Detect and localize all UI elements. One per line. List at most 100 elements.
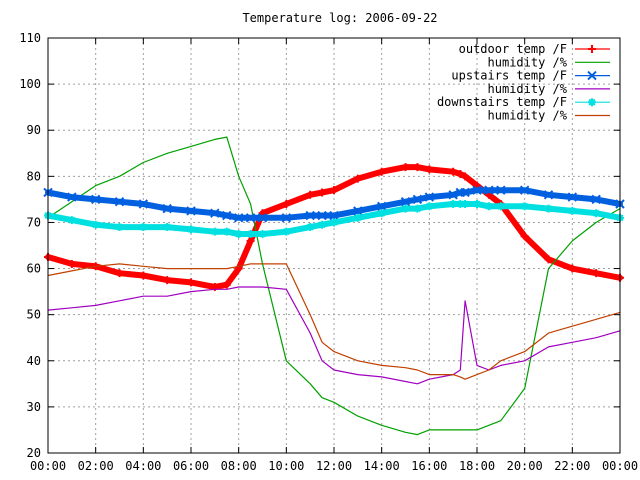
data-point — [401, 204, 410, 213]
data-point — [90, 194, 101, 205]
data-point — [377, 167, 386, 176]
series-2 — [47, 136, 621, 436]
data-point — [587, 70, 597, 81]
x-tick-label: 00:00 — [602, 459, 638, 473]
data-point — [588, 98, 596, 107]
data-point — [413, 204, 422, 213]
data-point — [588, 45, 596, 53]
data-point — [67, 216, 76, 225]
data-point — [115, 223, 124, 232]
data-point — [592, 209, 601, 218]
data-point — [139, 271, 148, 280]
data-point — [461, 172, 470, 181]
chart-title: Temperature log: 2006-09-22 — [242, 11, 437, 25]
data-point — [210, 227, 219, 236]
y-tick-label: 20 — [27, 446, 41, 460]
data-point — [115, 269, 124, 278]
series-6 — [47, 263, 621, 380]
data-point — [568, 206, 577, 215]
legend-label: humidity /% — [488, 82, 568, 96]
data-point — [282, 200, 291, 208]
data-point — [329, 210, 339, 221]
data-point — [460, 187, 470, 198]
data-point — [330, 186, 338, 195]
data-point — [162, 203, 172, 214]
data-point — [484, 202, 493, 211]
x-tick-label: 16:00 — [411, 459, 447, 473]
data-point — [282, 227, 291, 236]
data-point — [257, 213, 268, 223]
y-tick-label: 70 — [27, 215, 41, 229]
data-point — [353, 206, 363, 216]
data-point — [519, 185, 530, 195]
x-tick-label: 06:00 — [173, 459, 209, 473]
series-line — [47, 286, 621, 385]
x-tick-label: 04:00 — [125, 459, 161, 473]
data-point — [401, 163, 410, 172]
data-point — [222, 210, 232, 221]
data-point — [163, 223, 172, 232]
data-point — [318, 220, 327, 229]
data-point — [233, 213, 244, 223]
data-point — [305, 210, 315, 221]
data-point — [114, 196, 125, 207]
data-point — [281, 213, 292, 223]
series-5 — [44, 200, 624, 238]
data-point — [413, 163, 422, 172]
data-point — [186, 206, 196, 216]
series-line — [47, 136, 621, 436]
x-tick-label: 14:00 — [364, 459, 400, 473]
data-point — [353, 213, 362, 222]
data-point — [591, 194, 601, 205]
y-tick-label: 60 — [27, 262, 41, 276]
data-point — [400, 196, 411, 207]
data-point — [91, 220, 100, 229]
series-group — [43, 136, 625, 436]
data-point — [496, 185, 506, 195]
data-point — [330, 218, 338, 227]
data-point — [520, 202, 529, 211]
x-tick-label: 10:00 — [268, 459, 304, 473]
data-point — [67, 192, 77, 202]
data-point — [412, 194, 423, 205]
data-point — [461, 200, 470, 208]
data-point — [424, 192, 435, 202]
data-point — [456, 200, 465, 208]
data-point — [567, 192, 578, 202]
axes: 20 30 40 50 60 70 80 90 100 110 00:00 02:00 04:00 06:… — [19, 31, 638, 473]
x-tick-label: 12:00 — [316, 459, 352, 473]
x-tick-label: 08:00 — [221, 459, 257, 473]
data-point — [473, 200, 481, 208]
data-point — [449, 167, 458, 176]
series-line — [45, 187, 623, 221]
data-point — [543, 190, 554, 200]
data-point — [544, 204, 553, 213]
x-tick-label: 00:00 — [30, 459, 66, 473]
y-tick-label: 110 — [19, 31, 41, 45]
data-point — [592, 269, 601, 278]
data-point — [318, 188, 327, 197]
data-point — [472, 185, 482, 195]
series-4 — [47, 286, 621, 385]
data-point — [449, 200, 458, 208]
data-point — [222, 280, 231, 289]
data-point — [376, 201, 387, 212]
x-tick-label: 20:00 — [507, 459, 543, 473]
series-3 — [43, 185, 625, 223]
data-point — [67, 259, 76, 268]
data-point — [246, 236, 255, 245]
data-point — [187, 278, 195, 287]
data-point — [353, 174, 362, 183]
data-point — [377, 209, 386, 218]
data-point — [496, 202, 505, 211]
data-point — [163, 276, 172, 285]
data-point — [210, 208, 220, 218]
data-point — [544, 255, 553, 264]
data-point — [245, 213, 256, 223]
data-point — [222, 227, 231, 236]
legend-label: humidity /% — [488, 55, 568, 69]
series-line — [47, 263, 621, 380]
data-point — [306, 223, 315, 232]
